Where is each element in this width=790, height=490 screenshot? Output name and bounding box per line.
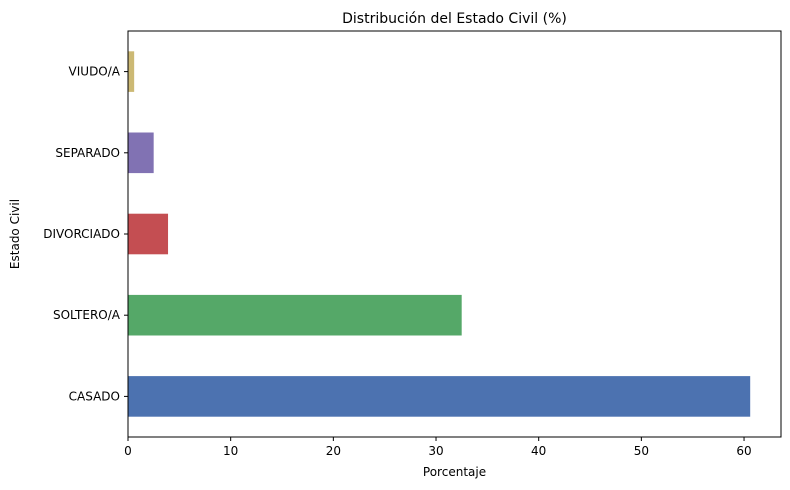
y-tick-label-casado: CASADO (69, 389, 120, 403)
bars-group (128, 51, 751, 417)
x-tick-label-40: 40 (531, 444, 546, 458)
y-tick-label-soltero-a: SOLTERO/A (53, 308, 121, 322)
y-tick-label-divorciado: DIVORCIADO (43, 227, 120, 241)
plot-frame (127, 30, 782, 438)
x-axis-title: Porcentaje (423, 465, 486, 479)
x-tick-label-0: 0 (124, 444, 132, 458)
y-axis-ticks: CASADO SOLTERO/A DIVORCIADO SEPARADO VIUDO/A (43, 65, 128, 403)
bar-casado (128, 376, 751, 417)
chart-title: Distribución del Estado Civil (%) (342, 11, 567, 27)
x-tick-label-10: 10 (223, 444, 238, 458)
x-axis-ticks: 0 10 20 30 40 50 60 (124, 437, 752, 458)
x-tick-label-50: 50 (634, 444, 649, 458)
y-tick-label-separado: SEPARADO (55, 146, 120, 160)
bar-separado (128, 132, 154, 174)
x-tick-label-20: 20 (326, 444, 341, 458)
bar-viudo-a (128, 51, 135, 92)
x-tick-label-30: 30 (428, 444, 443, 458)
x-tick-label-60: 60 (736, 444, 751, 458)
y-tick-label-viudo-a: VIUDO/A (69, 65, 121, 79)
bar-soltero-a (128, 294, 462, 336)
bar-divorciado (128, 213, 169, 255)
y-axis-title: Estado Civil (8, 199, 22, 269)
